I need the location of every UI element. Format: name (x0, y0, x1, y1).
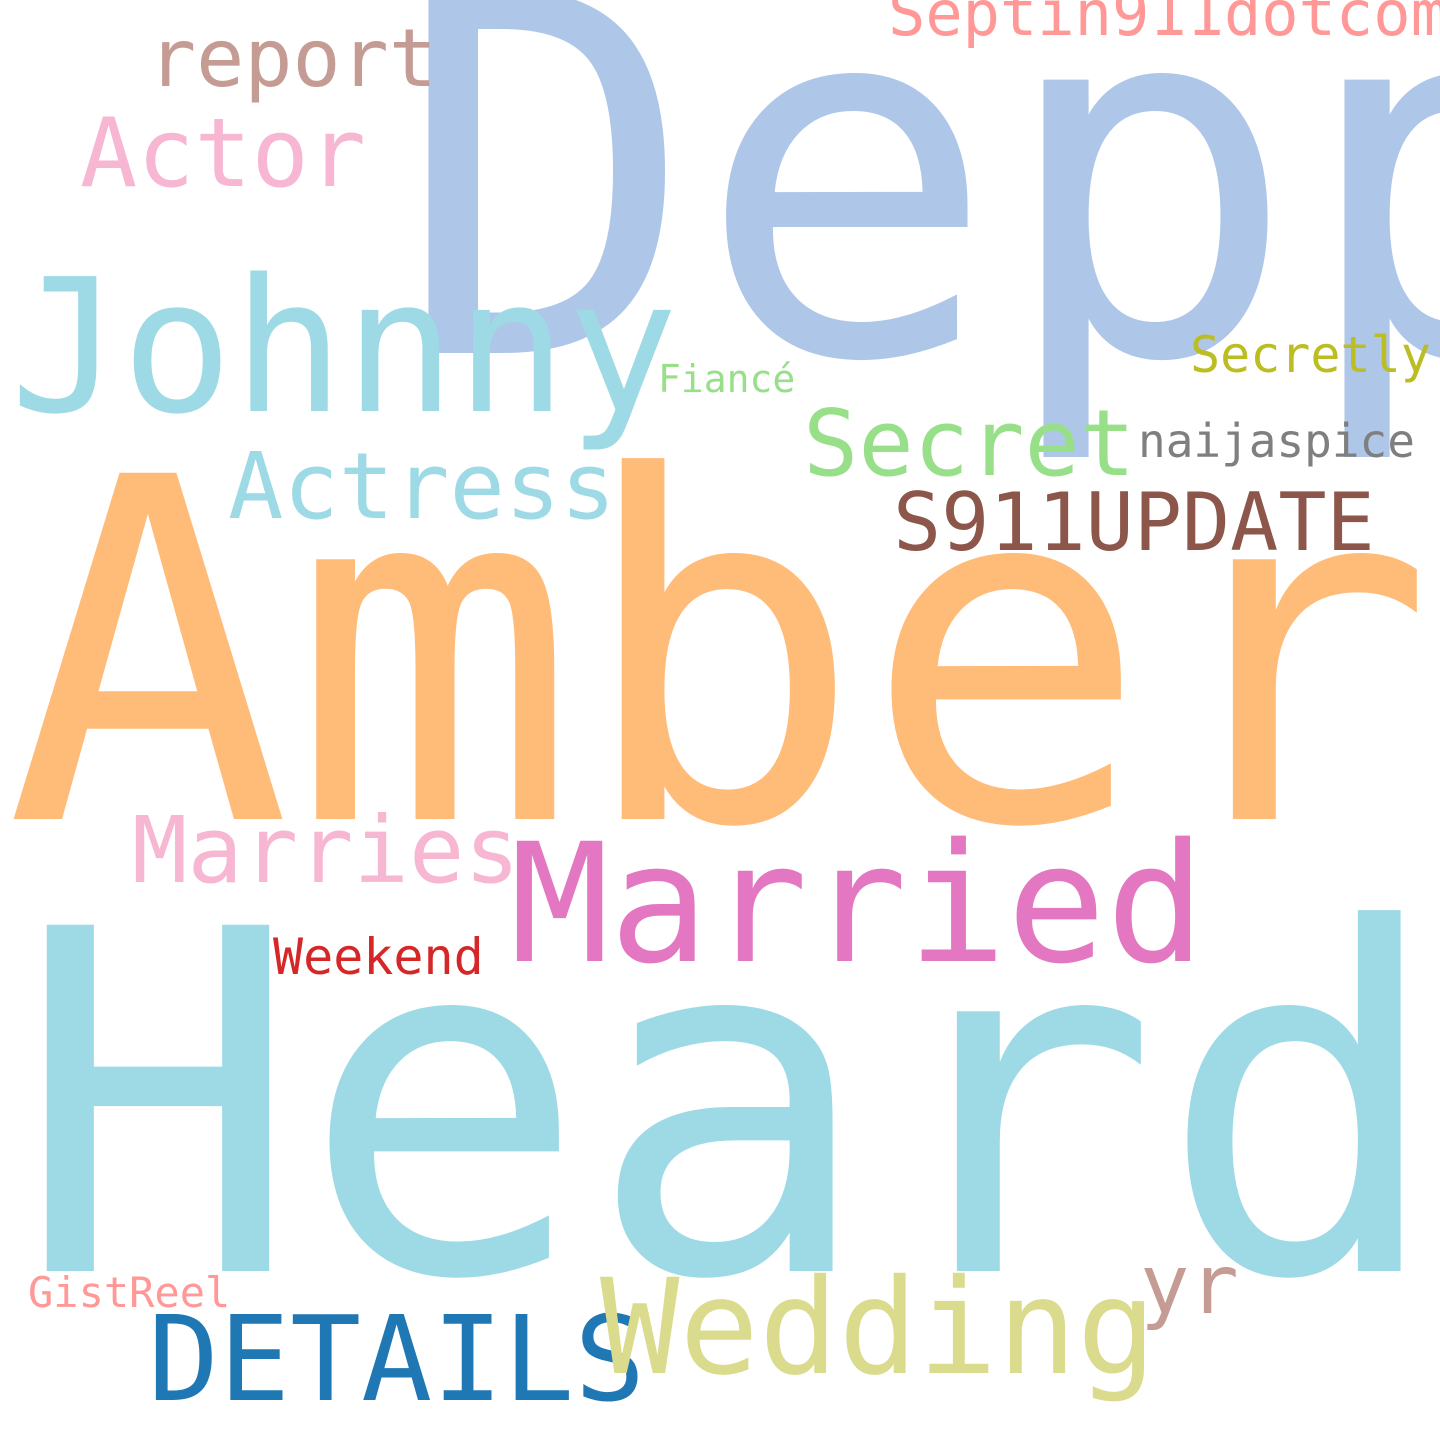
word-secretly: Secretly (1190, 326, 1431, 384)
word-report: report (148, 12, 437, 105)
word-weekend: Weekend (273, 928, 484, 986)
word-heard: Heard (15, 831, 1440, 1384)
word-s911update: S911UPDATE (893, 476, 1375, 569)
word-actor: Actor (80, 99, 366, 209)
word-johnny: Johnny (10, 239, 679, 455)
word-yr: yr (1140, 1238, 1239, 1333)
word-secret: Secret (803, 390, 1136, 497)
word-septin911dotcom: Septin911dotcom (888, 0, 1440, 50)
word-depp: Depp (395, 0, 1440, 471)
word-actress: Actress (228, 433, 616, 540)
word-married: Married (510, 808, 1206, 1000)
word-fiance: Fiancé (658, 357, 796, 401)
word-gistreel: GistReel (28, 1268, 231, 1317)
word-details: DETAILS (148, 1290, 646, 1428)
word-naijaspice: naijaspice (1138, 414, 1415, 468)
word-amber: Amber (5, 379, 1435, 932)
word-wedding: Wedding (600, 1251, 1157, 1405)
word-marries: Marries (132, 797, 520, 904)
